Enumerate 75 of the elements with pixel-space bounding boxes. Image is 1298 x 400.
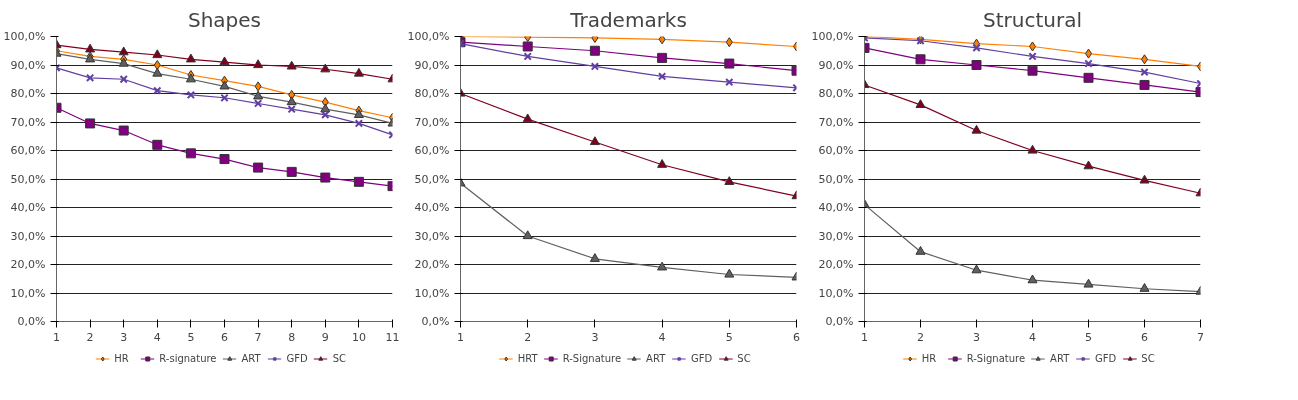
legend-label: R-Signature [562, 352, 622, 364]
y-tick-label: 50,0% [818, 172, 854, 186]
x-tick-label: 5 [1085, 330, 1092, 344]
y-tick-label: 50,0% [414, 172, 450, 186]
y-tick-label: 0,0% [17, 315, 46, 328]
y-tick-label: 40,0% [10, 201, 46, 214]
x-tick-label: 3 [120, 330, 128, 344]
y-tick-label: 70,0% [10, 115, 46, 129]
y-tick-label: 80,0% [818, 87, 854, 100]
x-tick-label: 8 [288, 330, 296, 344]
x-tick-label: 2 [917, 330, 924, 344]
x-tick-label: 1 [457, 330, 464, 344]
legend-label: HRT [517, 352, 538, 364]
y-tick-label: 100,0% [811, 30, 854, 43]
y-tick-label: 90,0% [818, 58, 854, 72]
y-tick-label: 0,0% [825, 315, 854, 328]
y-tick-label: 100,0% [3, 30, 46, 43]
y-tick-label: 60,0% [818, 144, 854, 157]
y-tick-label: 20,0% [414, 258, 450, 271]
chart-title: Shapes [187, 7, 262, 32]
y-tick-label: 10,0% [818, 286, 854, 300]
y-tick-label: 20,0% [10, 258, 46, 271]
y-tick-label: 30,0% [818, 229, 854, 243]
x-tick-label: 5 [725, 330, 733, 344]
x-tick-label: 2 [86, 330, 94, 344]
y-tick-label: 70,0% [818, 115, 854, 129]
legend-label: ART [241, 352, 262, 364]
y-tick-label: 60,0% [10, 144, 46, 157]
x-tick-label: 1 [53, 330, 60, 344]
x-tick-label: 2 [524, 330, 532, 344]
x-tick-label: 1 [861, 330, 868, 344]
y-tick-label: 50,0% [10, 172, 46, 186]
legend-label: GFD [691, 352, 713, 364]
legend-label: HR [114, 352, 130, 364]
x-tick-label: 4 [658, 330, 666, 344]
y-tick-label: 0,0% [421, 315, 450, 328]
legend-label: SC [332, 352, 348, 364]
legend-label: ART [1050, 352, 1071, 364]
x-tick-label: 6 [1141, 330, 1148, 344]
y-tick-label: 40,0% [818, 201, 854, 214]
y-tick-label: 40,0% [414, 201, 450, 214]
y-tick-label: 90,0% [10, 58, 46, 72]
x-tick-label: 9 [321, 330, 329, 344]
y-tick-label: 70,0% [414, 115, 450, 129]
x-tick-label: 5 [187, 330, 195, 344]
y-tick-label: 100,0% [407, 30, 450, 43]
legend-label: GFD [286, 352, 308, 364]
legend-label: ART [646, 352, 667, 364]
y-tick-label: 10,0% [414, 286, 450, 300]
x-tick-label: 6 [221, 330, 228, 344]
chart-title: Trademarks [569, 7, 687, 32]
y-tick-label: 30,0% [10, 229, 46, 243]
y-tick-label: 10,0% [10, 286, 46, 300]
x-tick-label: 4 [153, 330, 161, 344]
x-tick-label: 3 [973, 330, 980, 344]
y-tick-label: 80,0% [10, 87, 46, 100]
legend-label: SC [737, 352, 752, 364]
y-tick-label: 90,0% [414, 58, 450, 72]
x-tick-label: 7 [1197, 330, 1204, 344]
legend-label: GFD [1095, 352, 1117, 364]
x-tick-label: 6 [793, 330, 800, 344]
chart-title: Structural [983, 7, 1082, 32]
x-tick-label: 4 [1029, 330, 1036, 344]
y-tick-label: 20,0% [818, 258, 854, 271]
y-tick-label: 80,0% [414, 87, 450, 100]
legend-label: HR [921, 352, 938, 364]
legend-label: R-signature [159, 352, 217, 364]
legend-label: R-Signature [966, 352, 1026, 364]
y-tick-label: 30,0% [414, 229, 450, 243]
y-tick-label: 60,0% [414, 144, 450, 157]
x-tick-label: 7 [254, 330, 262, 344]
x-tick-label: 11 [385, 330, 400, 344]
x-tick-label: 3 [591, 330, 599, 344]
legend-label: SC [1141, 352, 1156, 364]
x-tick-label: 10 [351, 330, 366, 344]
